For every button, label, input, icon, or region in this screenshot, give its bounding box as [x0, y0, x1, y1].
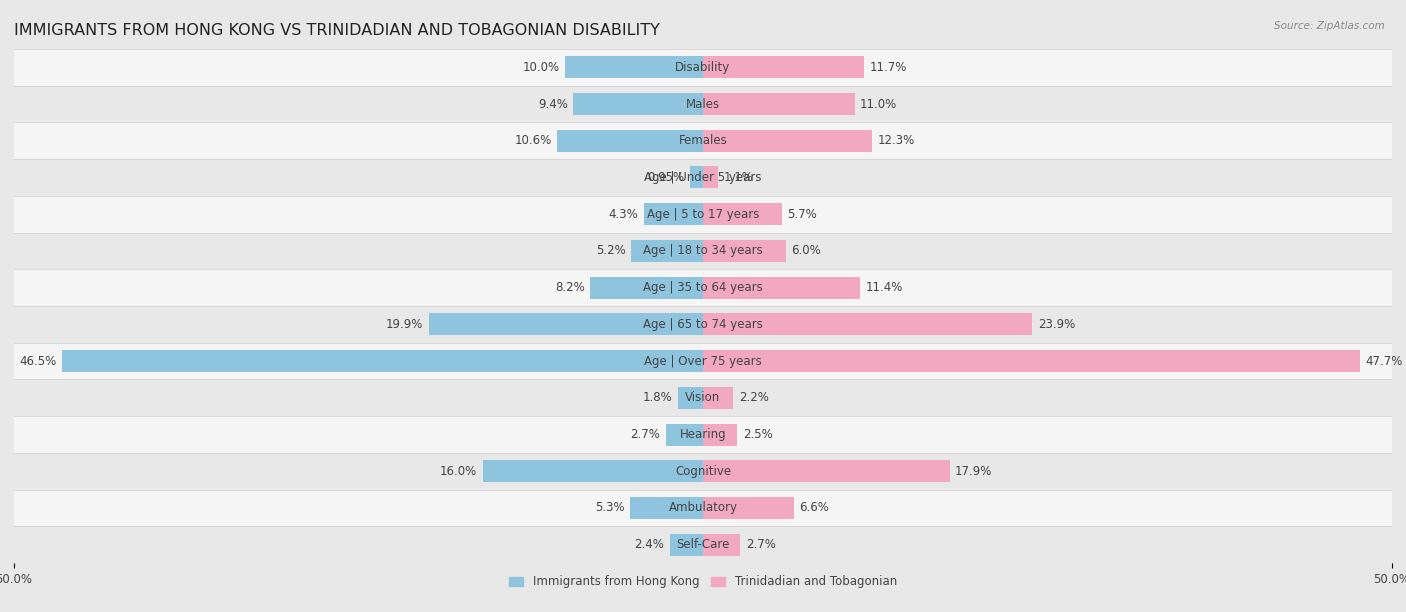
Text: 11.0%: 11.0% — [860, 97, 897, 111]
Text: Vision: Vision — [685, 391, 721, 405]
Bar — [14, 490, 1392, 526]
Text: Source: ZipAtlas.com: Source: ZipAtlas.com — [1274, 21, 1385, 31]
Text: 47.7%: 47.7% — [1365, 354, 1403, 368]
Text: 2.7%: 2.7% — [745, 538, 776, 551]
Text: 11.4%: 11.4% — [866, 281, 903, 294]
Bar — [557, 130, 703, 152]
Bar — [14, 233, 1392, 269]
Bar — [666, 424, 703, 446]
Bar — [14, 526, 1392, 563]
Bar — [703, 534, 740, 556]
Bar — [14, 306, 1392, 343]
Text: 2.7%: 2.7% — [630, 428, 661, 441]
Bar — [630, 497, 703, 519]
Text: 6.0%: 6.0% — [792, 244, 821, 258]
Bar — [14, 196, 1392, 233]
Bar — [14, 269, 1392, 306]
Text: 10.0%: 10.0% — [523, 61, 560, 74]
Bar — [703, 277, 860, 299]
Text: 10.6%: 10.6% — [515, 134, 551, 147]
Bar — [669, 534, 703, 556]
Bar — [14, 453, 1392, 490]
Bar — [14, 379, 1392, 416]
Text: IMMIGRANTS FROM HONG KONG VS TRINIDADIAN AND TOBAGONIAN DISABILITY: IMMIGRANTS FROM HONG KONG VS TRINIDADIAN… — [14, 23, 659, 38]
Text: 12.3%: 12.3% — [877, 134, 915, 147]
Bar — [703, 56, 865, 78]
Bar — [703, 424, 738, 446]
Text: Age | Over 75 years: Age | Over 75 years — [644, 354, 762, 368]
Text: Ambulatory: Ambulatory — [668, 501, 738, 515]
Text: 46.5%: 46.5% — [20, 354, 56, 368]
Bar — [429, 313, 703, 335]
Text: 16.0%: 16.0% — [440, 465, 477, 478]
Bar — [703, 350, 1360, 372]
Text: 5.3%: 5.3% — [595, 501, 624, 515]
Text: 1.1%: 1.1% — [724, 171, 754, 184]
Bar — [703, 497, 794, 519]
Text: Hearing: Hearing — [679, 428, 727, 441]
Bar — [482, 460, 703, 482]
Text: 1.8%: 1.8% — [643, 391, 672, 405]
Bar — [14, 343, 1392, 379]
Text: 2.4%: 2.4% — [634, 538, 665, 551]
Text: Age | Under 5 years: Age | Under 5 years — [644, 171, 762, 184]
Text: 5.2%: 5.2% — [596, 244, 626, 258]
Text: Females: Females — [679, 134, 727, 147]
Text: Age | 18 to 34 years: Age | 18 to 34 years — [643, 244, 763, 258]
Text: 9.4%: 9.4% — [538, 97, 568, 111]
Text: 0.95%: 0.95% — [647, 171, 685, 184]
Bar — [62, 350, 703, 372]
Bar — [644, 203, 703, 225]
Text: Self-Care: Self-Care — [676, 538, 730, 551]
Bar — [14, 122, 1392, 159]
Text: 23.9%: 23.9% — [1038, 318, 1076, 331]
Text: 5.7%: 5.7% — [787, 207, 817, 221]
Text: Males: Males — [686, 97, 720, 111]
Bar — [703, 240, 786, 262]
Text: Age | 35 to 64 years: Age | 35 to 64 years — [643, 281, 763, 294]
Text: 11.7%: 11.7% — [870, 61, 907, 74]
Bar — [703, 203, 782, 225]
Text: Age | 5 to 17 years: Age | 5 to 17 years — [647, 207, 759, 221]
Text: 4.3%: 4.3% — [609, 207, 638, 221]
Bar — [703, 166, 718, 188]
Text: 8.2%: 8.2% — [555, 281, 585, 294]
Text: 6.6%: 6.6% — [800, 501, 830, 515]
Bar — [678, 387, 703, 409]
Text: Age | 65 to 74 years: Age | 65 to 74 years — [643, 318, 763, 331]
Bar — [703, 130, 873, 152]
Bar — [703, 460, 949, 482]
Bar — [591, 277, 703, 299]
Bar — [703, 93, 855, 115]
Text: Disability: Disability — [675, 61, 731, 74]
Bar — [703, 313, 1032, 335]
Text: 17.9%: 17.9% — [955, 465, 993, 478]
Bar — [703, 387, 734, 409]
Bar — [14, 49, 1392, 86]
Text: 19.9%: 19.9% — [385, 318, 423, 331]
Bar — [574, 93, 703, 115]
Bar — [565, 56, 703, 78]
Text: Cognitive: Cognitive — [675, 465, 731, 478]
Bar — [631, 240, 703, 262]
Text: 2.2%: 2.2% — [738, 391, 769, 405]
Bar — [690, 166, 703, 188]
Bar — [14, 86, 1392, 122]
Text: 2.5%: 2.5% — [742, 428, 773, 441]
Bar — [14, 159, 1392, 196]
Bar — [14, 416, 1392, 453]
Legend: Immigrants from Hong Kong, Trinidadian and Tobagonian: Immigrants from Hong Kong, Trinidadian a… — [505, 570, 901, 593]
